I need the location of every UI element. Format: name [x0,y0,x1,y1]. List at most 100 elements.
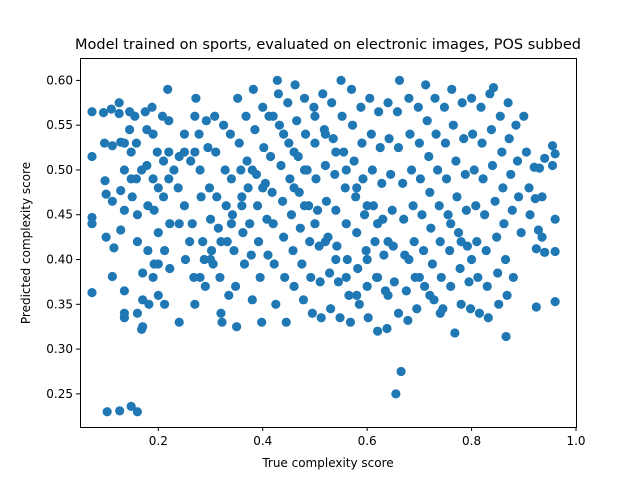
data-point [394,75,405,85]
data-point [409,237,419,247]
data-point [340,183,350,193]
data-point [107,141,117,151]
data-point [362,254,372,265]
data-point [292,116,302,126]
data-point [144,299,154,309]
data-point [550,246,560,257]
data-point [435,237,445,247]
data-point [383,290,393,300]
data-point [232,322,242,332]
data-point [471,201,481,211]
y-tick-label: 0.55 [46,118,73,132]
data-point [165,219,175,229]
data-point [271,299,281,309]
data-point [203,142,213,153]
data-point [119,138,129,148]
data-point [466,93,477,103]
x-tick-label: 0.8 [462,434,481,448]
data-point [337,111,347,121]
data-point [540,153,550,163]
data-point [179,129,190,139]
data-point [220,165,230,175]
data-point [119,286,129,296]
data-point [524,183,534,193]
data-point [201,116,211,126]
data-point [283,98,293,108]
data-point [335,313,345,323]
data-point [221,201,231,211]
data-point [490,196,500,206]
data-point [493,268,503,278]
data-point [298,295,309,305]
data-point [503,98,513,108]
data-point [550,149,560,159]
data-point [352,228,362,238]
data-point [501,331,511,342]
y-axis-ticks: 0.25 0.30 0.35 0.40 0.45 0.50 0.55 0.60 [46,73,80,401]
data-point [169,165,179,175]
data-point [468,129,478,139]
data-point [163,84,173,94]
data-point [414,138,424,148]
data-point [289,183,299,193]
data-point [205,254,216,265]
data-point [307,308,317,318]
data-point [173,183,183,193]
data-point [398,178,408,188]
data-point [306,272,316,283]
data-point [445,245,455,256]
data-point [418,245,429,256]
data-point [186,156,196,166]
data-point [289,281,299,291]
plot-frame [80,58,577,428]
data-point [383,98,393,108]
data-point [159,245,170,256]
data-point [233,93,243,103]
data-point [87,288,97,298]
data-point [367,165,377,175]
data-point [425,290,435,300]
data-point [519,111,529,121]
data-point [513,192,524,202]
data-point [426,223,436,233]
data-point [290,80,300,90]
y-tick-label: 0.40 [46,253,73,267]
data-point [453,228,464,238]
data-point [461,205,471,215]
data-point [531,244,541,254]
data-point [153,228,163,238]
data-point [279,232,289,242]
data-point [132,210,143,220]
data-point [473,272,483,283]
data-point [205,214,216,224]
data-point [486,125,497,135]
data-point [345,317,356,327]
data-point [351,192,361,202]
data-point [332,241,342,251]
data-point [268,111,278,121]
data-point [480,210,490,220]
data-point [370,237,380,247]
data-point [279,129,289,139]
data-point [331,147,341,157]
data-point [341,165,351,175]
data-point [339,147,349,157]
data-point [547,141,558,151]
data-point [297,259,307,269]
data-point [537,192,547,202]
data-point [403,315,413,326]
data-point [316,313,326,323]
data-point [299,201,310,211]
data-point [185,237,195,247]
data-point [164,116,174,126]
data-point [276,160,286,171]
data-point [358,174,368,184]
data-point [487,160,498,171]
data-point [492,232,502,242]
data-point [341,272,351,283]
data-point [87,151,97,162]
data-point [356,102,366,112]
data-point [478,174,488,184]
data-point [502,290,512,300]
data-point [158,192,169,202]
